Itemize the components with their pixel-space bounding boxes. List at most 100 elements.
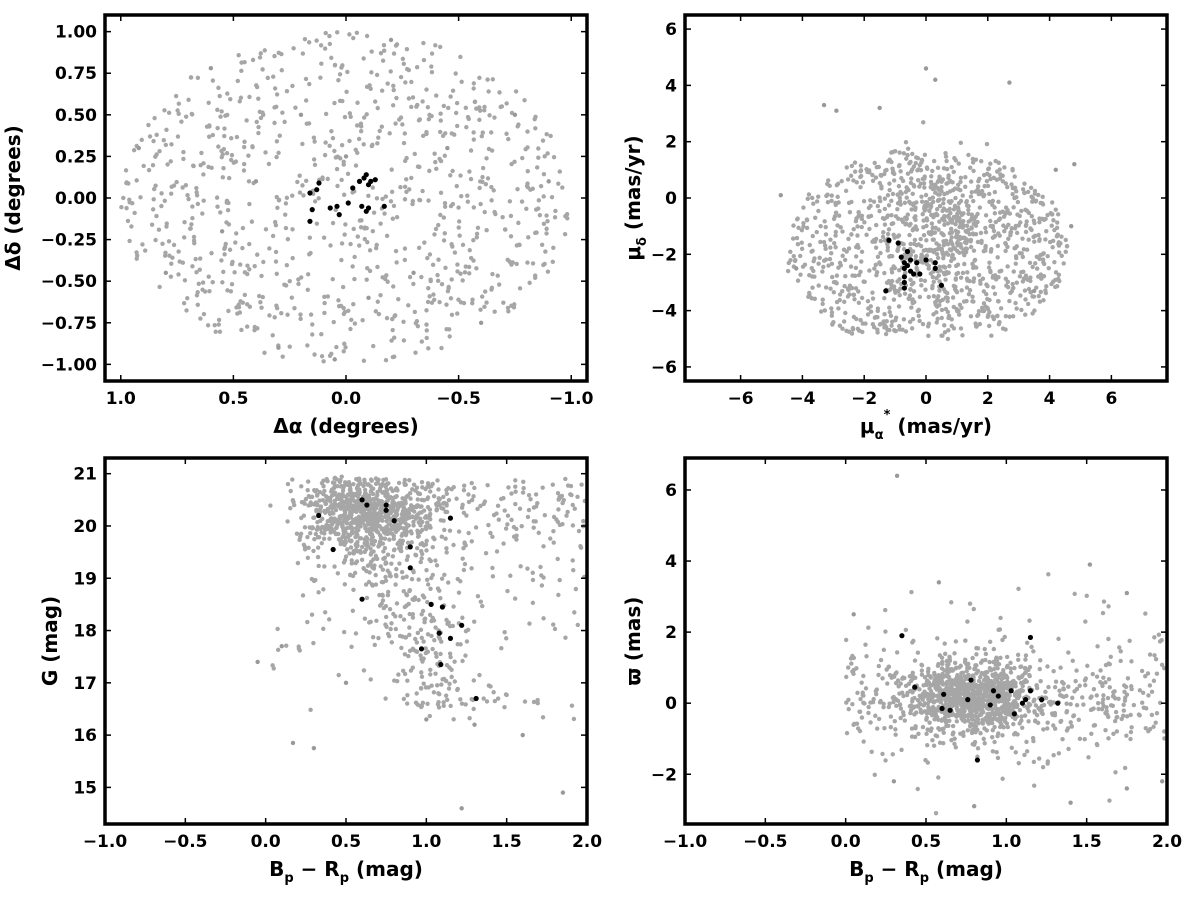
member-star-point bbox=[914, 260, 920, 266]
field-star-point bbox=[833, 245, 838, 250]
field-star-point bbox=[418, 504, 423, 509]
field-star-point bbox=[390, 354, 396, 360]
field-star-point bbox=[987, 199, 992, 205]
field-star-point bbox=[572, 506, 578, 511]
field-star-point bbox=[1030, 311, 1035, 316]
field-star-point bbox=[509, 161, 514, 167]
field-star-point bbox=[374, 242, 379, 248]
field-star-point bbox=[222, 245, 228, 250]
field-star-point bbox=[932, 213, 937, 218]
field-star-point bbox=[161, 138, 166, 143]
field-star-point bbox=[260, 294, 265, 300]
field-star-point bbox=[424, 129, 429, 135]
field-star-point bbox=[367, 248, 373, 253]
field-star-point bbox=[201, 172, 206, 177]
field-star-point bbox=[365, 522, 371, 527]
field-star-point bbox=[179, 119, 184, 124]
field-star-point bbox=[127, 197, 132, 202]
field-star-point bbox=[344, 498, 349, 503]
field-star-point bbox=[442, 200, 448, 206]
x-tick-label: −1.0 bbox=[83, 832, 128, 852]
field-star-point bbox=[879, 186, 884, 191]
field-star-point bbox=[347, 111, 353, 116]
field-star-point bbox=[834, 299, 840, 305]
field-star-point bbox=[939, 307, 945, 313]
field-star-point bbox=[952, 155, 957, 161]
field-star-point bbox=[885, 248, 890, 253]
field-star-point bbox=[413, 320, 419, 326]
field-star-point bbox=[1012, 665, 1017, 671]
field-star-point bbox=[1009, 226, 1014, 231]
field-star-point bbox=[480, 174, 485, 180]
field-star-point bbox=[409, 175, 414, 181]
field-star-point bbox=[425, 299, 431, 305]
field-star-point bbox=[533, 230, 538, 236]
field-star-point bbox=[853, 218, 859, 224]
field-star-point bbox=[290, 227, 295, 232]
field-star-point bbox=[937, 288, 942, 293]
field-star-point bbox=[369, 511, 374, 516]
field-star-point bbox=[975, 668, 981, 674]
field-star-point bbox=[284, 89, 290, 94]
field-star-point bbox=[953, 195, 958, 201]
field-star-point bbox=[480, 165, 486, 171]
field-star-point bbox=[335, 494, 340, 499]
field-star-point bbox=[490, 574, 496, 579]
field-star-point bbox=[338, 477, 343, 483]
field-star-point bbox=[242, 270, 248, 275]
field-star-point bbox=[953, 221, 958, 227]
field-star-point bbox=[448, 296, 454, 301]
field-star-point bbox=[1014, 703, 1020, 708]
field-star-point bbox=[350, 573, 356, 579]
field-star-point bbox=[859, 216, 865, 222]
field-star-point bbox=[891, 297, 897, 302]
field-star-point bbox=[319, 480, 325, 486]
field-star-point bbox=[411, 519, 416, 525]
field-star-point bbox=[232, 270, 237, 275]
field-star-point bbox=[463, 702, 468, 707]
field-star-point bbox=[295, 560, 301, 566]
field-star-point bbox=[308, 494, 313, 500]
field-star-point bbox=[283, 201, 289, 206]
field-star-point bbox=[367, 530, 373, 536]
x-tick-label: 1.0 bbox=[106, 389, 136, 409]
field-star-point bbox=[388, 527, 393, 532]
field-star-point bbox=[401, 61, 406, 66]
y-tick-label: 19 bbox=[73, 569, 97, 589]
field-star-point bbox=[1005, 279, 1011, 284]
field-star-point bbox=[146, 122, 151, 128]
field-star-point bbox=[412, 309, 418, 315]
field-star-point bbox=[424, 335, 429, 341]
field-star-point bbox=[937, 192, 942, 197]
field-star-point bbox=[805, 196, 810, 202]
field-star-point bbox=[449, 487, 454, 492]
field-star-point bbox=[427, 252, 433, 257]
x-tick-label: −4 bbox=[789, 389, 815, 409]
field-star-point bbox=[436, 257, 441, 262]
field-star-point bbox=[966, 204, 971, 209]
field-star-point bbox=[466, 499, 472, 505]
field-star-point bbox=[414, 65, 420, 70]
field-star-point bbox=[1003, 248, 1008, 254]
field-star-point bbox=[964, 285, 970, 290]
field-star-point bbox=[345, 171, 351, 177]
field-star-point bbox=[408, 496, 413, 501]
field-star-point bbox=[885, 193, 891, 198]
field-star-point bbox=[229, 136, 234, 141]
field-star-point bbox=[413, 350, 418, 355]
field-star-point bbox=[933, 300, 938, 305]
field-star-point bbox=[917, 318, 922, 324]
field-star-point bbox=[1013, 750, 1018, 755]
field-star-point bbox=[877, 195, 882, 200]
field-star-point bbox=[934, 251, 940, 257]
field-star-point bbox=[364, 277, 369, 282]
field-star-point bbox=[270, 333, 275, 338]
field-star-point bbox=[834, 183, 840, 188]
field-star-point bbox=[478, 179, 483, 184]
field-star-point bbox=[882, 270, 887, 276]
field-star-point bbox=[972, 665, 978, 671]
field-star-point bbox=[319, 540, 324, 546]
field-star-point bbox=[372, 563, 377, 568]
field-star-point bbox=[425, 481, 431, 486]
field-star-point bbox=[846, 329, 852, 334]
